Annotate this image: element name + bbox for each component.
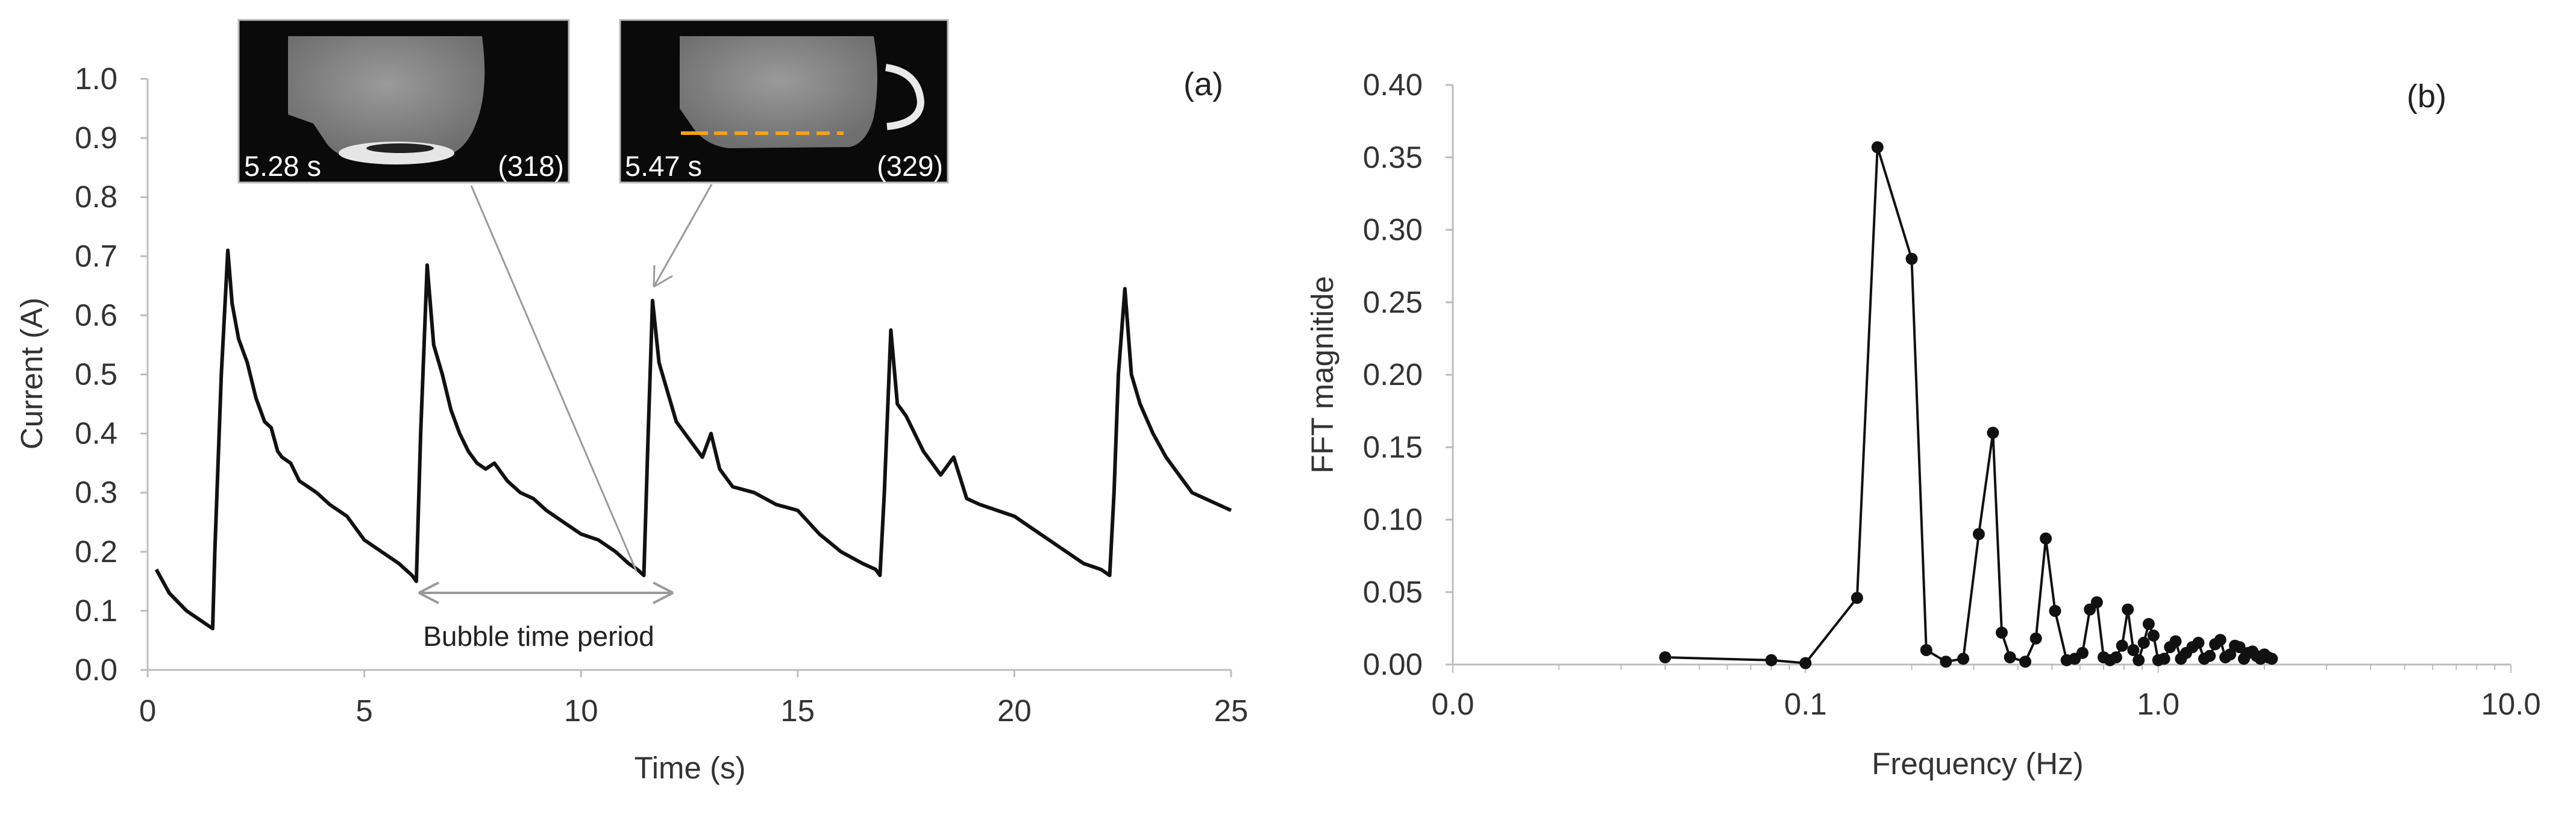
panel-a-y-tick-label: 0.6 xyxy=(75,298,118,332)
panel-a-x-tick-label: 0 xyxy=(139,693,156,728)
panel-b-x-ticks: 0.0 0.1 1.0 10.0 xyxy=(1432,665,2541,721)
panel-b-y-tick-label: 0.25 xyxy=(1363,285,1423,319)
fft-data-point xyxy=(1920,644,1932,656)
fft-data-point xyxy=(2204,649,2216,662)
fft-data-point xyxy=(2266,652,2278,665)
panel-b-y-axis-title: FFT magnitide xyxy=(1305,276,1340,474)
fft-data-point xyxy=(2137,636,2150,649)
inset-image-2: 5.47 s (329) xyxy=(619,19,949,184)
panel-a-x-axis-title: Time (s) xyxy=(634,751,745,785)
inset-2-frame: (329) xyxy=(877,150,943,182)
fft-data-point xyxy=(1940,656,1952,668)
fft-data-point xyxy=(1765,654,1778,666)
fft-data-point xyxy=(2142,618,2155,630)
fft-data-point xyxy=(1871,141,1884,154)
fft-data-point xyxy=(1905,252,1918,265)
inset-2-bubble-edge xyxy=(885,64,925,130)
bubble-period-label: Bubble time period xyxy=(423,621,654,652)
fft-data-point xyxy=(1987,427,1999,439)
inset-2-callout-line xyxy=(653,184,713,287)
panel-b-y-tick-label: 0.35 xyxy=(1363,140,1423,174)
panel-b-y-tick-label: 0.00 xyxy=(1363,647,1423,681)
fft-data-point xyxy=(2116,639,2128,652)
panel-b-x-tick-label: 10.0 xyxy=(2481,687,2540,721)
fft-data-point xyxy=(2090,596,2103,609)
inset-1-frame: (318) xyxy=(498,150,564,182)
panel-a-x-tick-label: 5 xyxy=(356,693,372,728)
fft-data-point xyxy=(1659,651,1672,663)
panel-b-series xyxy=(1659,141,2278,669)
panel-a-y-tick-label: 0.4 xyxy=(75,416,118,451)
panel-b-x-axis-title: Frequency (Hz) xyxy=(1872,746,2083,781)
panel-b: 0.00 0.05 0.10 0.15 0.20 0.25 0.30 0.35 0.40 0.0… xyxy=(1305,67,2541,781)
panel-a-y-ticks: 0.0 0.1 0.2 0.3 0.4 0.5 0.6 0.7 0.8 0.9 1.0 xyxy=(75,61,148,687)
inset-1-droplet xyxy=(288,36,485,158)
fft-data-point xyxy=(2076,646,2089,659)
fft-data-point xyxy=(2029,632,2042,645)
panel-b-x-tick-label: 0.0 xyxy=(1432,687,1474,721)
fft-data-point xyxy=(2214,634,2227,646)
bubble-period-arrowhead-left xyxy=(418,581,439,604)
fft-data-point xyxy=(2040,532,2052,545)
fft-data-point xyxy=(2192,636,2205,649)
panel-b-y-tick-label: 0.10 xyxy=(1363,502,1423,537)
panel-a: 0.0 0.1 0.2 0.3 0.4 0.5 0.6 0.7 0.8 0.9 1.0 0 5 10 15… xyxy=(14,19,1249,785)
inset-2-callout-arrowhead xyxy=(653,264,673,288)
panel-a-y-tick-label: 0.9 xyxy=(75,120,118,155)
panel-a-y-tick-label: 0.3 xyxy=(75,475,118,510)
panel-b-y-tick-label: 0.15 xyxy=(1363,430,1423,464)
panel-b-y-tick-label: 0.30 xyxy=(1363,213,1423,247)
panel-b-y-ticks: 0.00 0.05 0.10 0.15 0.20 0.25 0.30 0.35 0.40 xyxy=(1363,67,1453,681)
fft-data-point xyxy=(2049,605,2061,617)
panel-a-y-tick-label: 0.0 xyxy=(75,652,118,687)
panel-b-x-tick-label: 1.0 xyxy=(2137,687,2180,721)
fft-series-line xyxy=(1665,146,2273,665)
inset-image-1: 5.28 s (318) xyxy=(237,19,570,184)
fft-data-point xyxy=(2133,654,2145,666)
fft-data-point xyxy=(1799,657,1812,669)
panel-a-x-tick-label: 25 xyxy=(1214,693,1249,728)
panel-a-x-ticks: 0 5 10 15 20 25 xyxy=(139,670,1249,728)
fft-data-point xyxy=(2158,652,2170,665)
fft-data-point xyxy=(1972,528,1985,540)
panel-a-y-tick-label: 0.2 xyxy=(75,534,118,569)
fft-data-point xyxy=(2147,629,2160,642)
current-series-line xyxy=(154,248,1232,631)
fft-data-point xyxy=(1996,627,2008,639)
panel-b-y-tick-label: 0.20 xyxy=(1363,357,1423,392)
panel-a-y-tick-label: 0.7 xyxy=(75,239,118,273)
panel-a-y-tick-label: 0.8 xyxy=(75,180,118,214)
fft-data-point xyxy=(2019,656,2032,668)
inset-2-droplet xyxy=(680,36,877,148)
panel-a-y-tick-label: 0.1 xyxy=(75,593,118,628)
inset-1-time: 5.28 s xyxy=(244,150,321,182)
panel-a-y-tick-label: 0.5 xyxy=(75,357,118,392)
panel-b-label: (b) xyxy=(2407,78,2446,114)
panel-a-label: (a) xyxy=(1183,66,1223,102)
fft-data-point xyxy=(2169,635,2182,648)
panel-a-series xyxy=(154,248,1232,631)
fft-data-point xyxy=(2004,651,2016,663)
panel-b-y-tick-label: 0.05 xyxy=(1363,575,1423,609)
bubble-period-annotation: Bubble time period xyxy=(418,581,674,652)
fft-data-point xyxy=(2233,641,2246,654)
panel-a-y-axis-title: Current (A) xyxy=(14,298,49,449)
panel-b-y-tick-label: 0.40 xyxy=(1363,67,1423,102)
fft-data-point xyxy=(2127,644,2140,656)
panel-a-x-tick-label: 15 xyxy=(780,693,815,728)
fft-data-point xyxy=(2110,651,2122,663)
panel-a-y-tick-label: 1.0 xyxy=(75,61,118,96)
panel-a-x-tick-label: 10 xyxy=(564,693,598,728)
inset-2-time: 5.47 s xyxy=(625,150,702,182)
panel-b-x-tick-label: 0.1 xyxy=(1784,687,1827,721)
panel-a-x-tick-label: 20 xyxy=(997,693,1032,728)
bubble-period-arrowhead-right xyxy=(653,581,674,604)
inset-1-callout-line xyxy=(470,185,638,572)
fft-data-point xyxy=(2122,603,2134,616)
fft-data-point xyxy=(1851,592,1863,604)
fft-data-point xyxy=(1957,652,1970,665)
inset-1-bubble-core xyxy=(366,143,434,153)
